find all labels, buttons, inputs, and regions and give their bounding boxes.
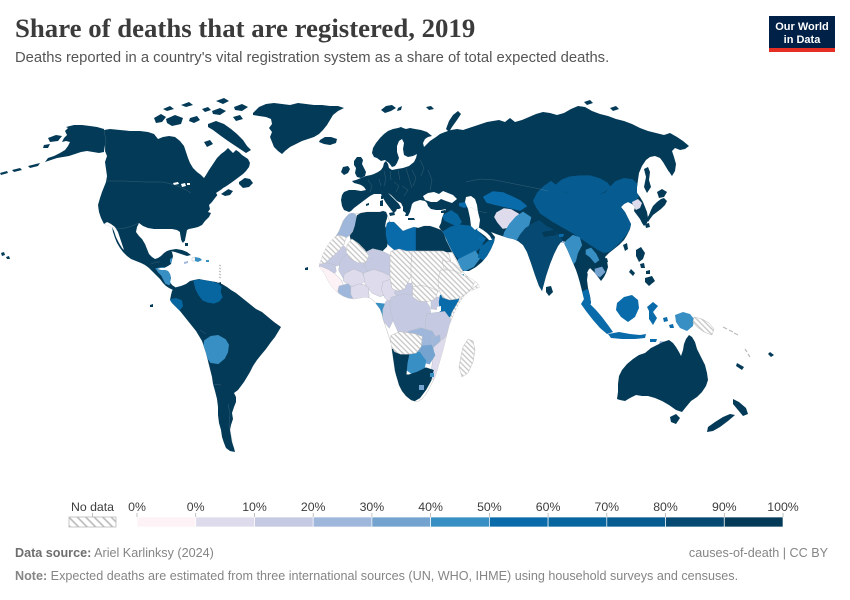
svg-text:30%: 30%	[360, 500, 385, 514]
svg-text:0%: 0%	[187, 500, 205, 514]
svg-text:90%: 90%	[712, 500, 737, 514]
svg-text:No data: No data	[71, 500, 114, 514]
svg-text:50%: 50%	[477, 500, 502, 514]
svg-text:60%: 60%	[536, 500, 561, 514]
svg-text:100%: 100%	[767, 500, 799, 514]
svg-text:10%: 10%	[242, 500, 267, 514]
svg-text:20%: 20%	[301, 500, 326, 514]
svg-text:40%: 40%	[418, 500, 443, 514]
svg-text:80%: 80%	[653, 500, 678, 514]
svg-text:0%: 0%	[128, 500, 146, 514]
svg-text:70%: 70%	[594, 500, 619, 514]
